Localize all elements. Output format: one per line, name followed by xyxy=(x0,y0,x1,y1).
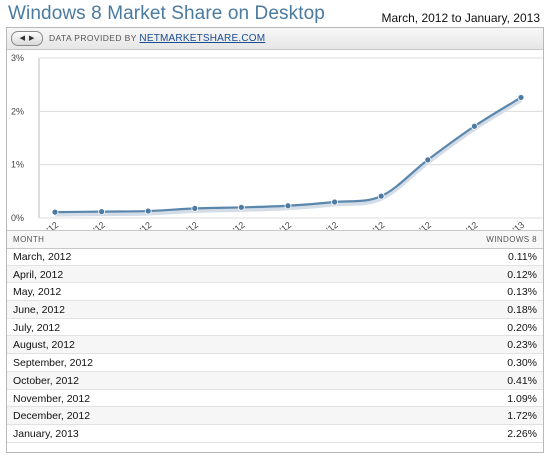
data-point xyxy=(377,192,385,200)
row-value: 1.09% xyxy=(507,392,537,405)
arrow-left-icon[interactable]: ◀ xyxy=(19,35,25,42)
table-row: September, 2012 0.30% xyxy=(7,354,543,372)
row-value: 0.11% xyxy=(508,251,537,263)
table-row: April, 2012 0.12% xyxy=(7,265,543,284)
y-tick-label: 2% xyxy=(11,106,24,116)
data-point xyxy=(98,208,105,216)
data-point xyxy=(517,94,525,101)
row-month: June, 2012 xyxy=(13,304,65,317)
row-value: 0.23% xyxy=(507,339,537,352)
x-tick-label: Dec '12 xyxy=(450,220,480,230)
table-row: March, 2012 0.11% xyxy=(7,248,543,266)
row-value: 0.20% xyxy=(507,321,537,334)
data-point xyxy=(237,203,245,211)
x-tick-label: Jun '12 xyxy=(171,220,200,230)
row-value: 2.26% xyxy=(507,427,537,440)
arrow-right-icon[interactable]: ▶ xyxy=(29,35,35,42)
row-value: 0.12% xyxy=(507,268,537,281)
table-row: January, 2013 2.26% xyxy=(7,425,543,443)
table-row: November, 2012 1.09% xyxy=(7,390,543,408)
page-title: Windows 8 Market Share on Desktop xyxy=(8,3,325,24)
y-axis-ticks: 0% 1% 2% 3% xyxy=(11,53,24,223)
x-tick-label: Sep '12 xyxy=(310,220,340,230)
chart-toolbar: ◀ ▶ DATA PROVIDED BY NETMARKETSHARE.COM xyxy=(7,28,543,50)
x-axis-ticks: Mar '12 Apr '12 May '12 Jun '12 Jul '12 Aug '… xyxy=(31,220,527,230)
row-month: May, 2012 xyxy=(13,286,62,299)
table-row: May, 2012 0.13% xyxy=(7,283,543,302)
line-chart: 0% 1% 2% 3% Mar '12 Apr '12 May '12 Jun '12 Jul… xyxy=(11,53,543,230)
chart-grid xyxy=(38,57,543,219)
table-row: December, 2012 1.72% xyxy=(7,407,543,425)
data-point xyxy=(331,198,339,206)
series-line xyxy=(54,96,522,214)
row-value: 1.72% xyxy=(507,410,537,423)
provider-prefix: DATA PROVIDED BY xyxy=(49,33,137,43)
x-tick-label: Jul '12 xyxy=(220,220,246,230)
x-tick-label: Jan '13 xyxy=(497,220,526,230)
row-month: September, 2012 xyxy=(13,357,93,370)
row-month: November, 2012 xyxy=(13,392,91,405)
y-tick-label: 0% xyxy=(11,213,24,223)
table-header: MONTH WINDOWS 8 xyxy=(7,230,543,249)
x-tick-label: Mar '12 xyxy=(31,220,61,230)
row-value: 0.13% xyxy=(507,286,537,299)
x-tick-label: Nov '12 xyxy=(403,220,433,230)
chart-panel: ◀ ▶ DATA PROVIDED BY NETMARKETSHARE.COM … xyxy=(6,27,544,453)
x-tick-label: Apr '12 xyxy=(78,220,106,230)
data-point xyxy=(284,202,292,210)
data-point xyxy=(424,156,432,164)
data-point xyxy=(51,208,59,216)
row-month: August, 2012 xyxy=(13,339,75,352)
data-point xyxy=(470,122,478,130)
provider-link[interactable]: NETMARKETSHARE.COM xyxy=(139,33,266,44)
x-tick-label: Aug '12 xyxy=(263,220,293,230)
row-value: 0.18% xyxy=(507,304,537,317)
row-month: April, 2012 xyxy=(13,268,64,281)
column-month: MONTH xyxy=(13,235,45,244)
row-month: July, 2012 xyxy=(13,321,61,334)
row-value: 0.41% xyxy=(507,374,537,387)
data-point xyxy=(191,204,199,212)
nav-arrows[interactable]: ◀ ▶ xyxy=(11,31,43,46)
y-tick-label: 3% xyxy=(11,53,24,63)
series-markers xyxy=(51,94,525,216)
x-tick-label: May '12 xyxy=(123,220,154,230)
row-value: 0.30% xyxy=(507,357,537,370)
row-month: October, 2012 xyxy=(13,374,79,387)
column-value: WINDOWS 8 xyxy=(486,235,537,244)
y-tick-label: 1% xyxy=(11,160,24,170)
data-point xyxy=(144,207,152,215)
date-range: March, 2012 to January, 2013 xyxy=(381,11,540,25)
data-table: March, 2012 0.11% April, 2012 0.12% May, 201… xyxy=(7,248,543,443)
row-month: January, 2013 xyxy=(13,427,79,440)
series-line-shadow xyxy=(54,97,523,217)
data-provider: DATA PROVIDED BY NETMARKETSHARE.COM xyxy=(49,33,265,44)
table-row: October, 2012 0.41% xyxy=(7,371,543,390)
table-row: July, 2012 0.20% xyxy=(7,319,543,337)
x-tick-label: Oct '12 xyxy=(358,220,386,230)
row-month: December, 2012 xyxy=(13,410,91,423)
table-row: August, 2012 0.23% xyxy=(7,336,543,355)
table-row: June, 2012 0.18% xyxy=(7,301,543,319)
row-month: March, 2012 xyxy=(13,251,72,263)
